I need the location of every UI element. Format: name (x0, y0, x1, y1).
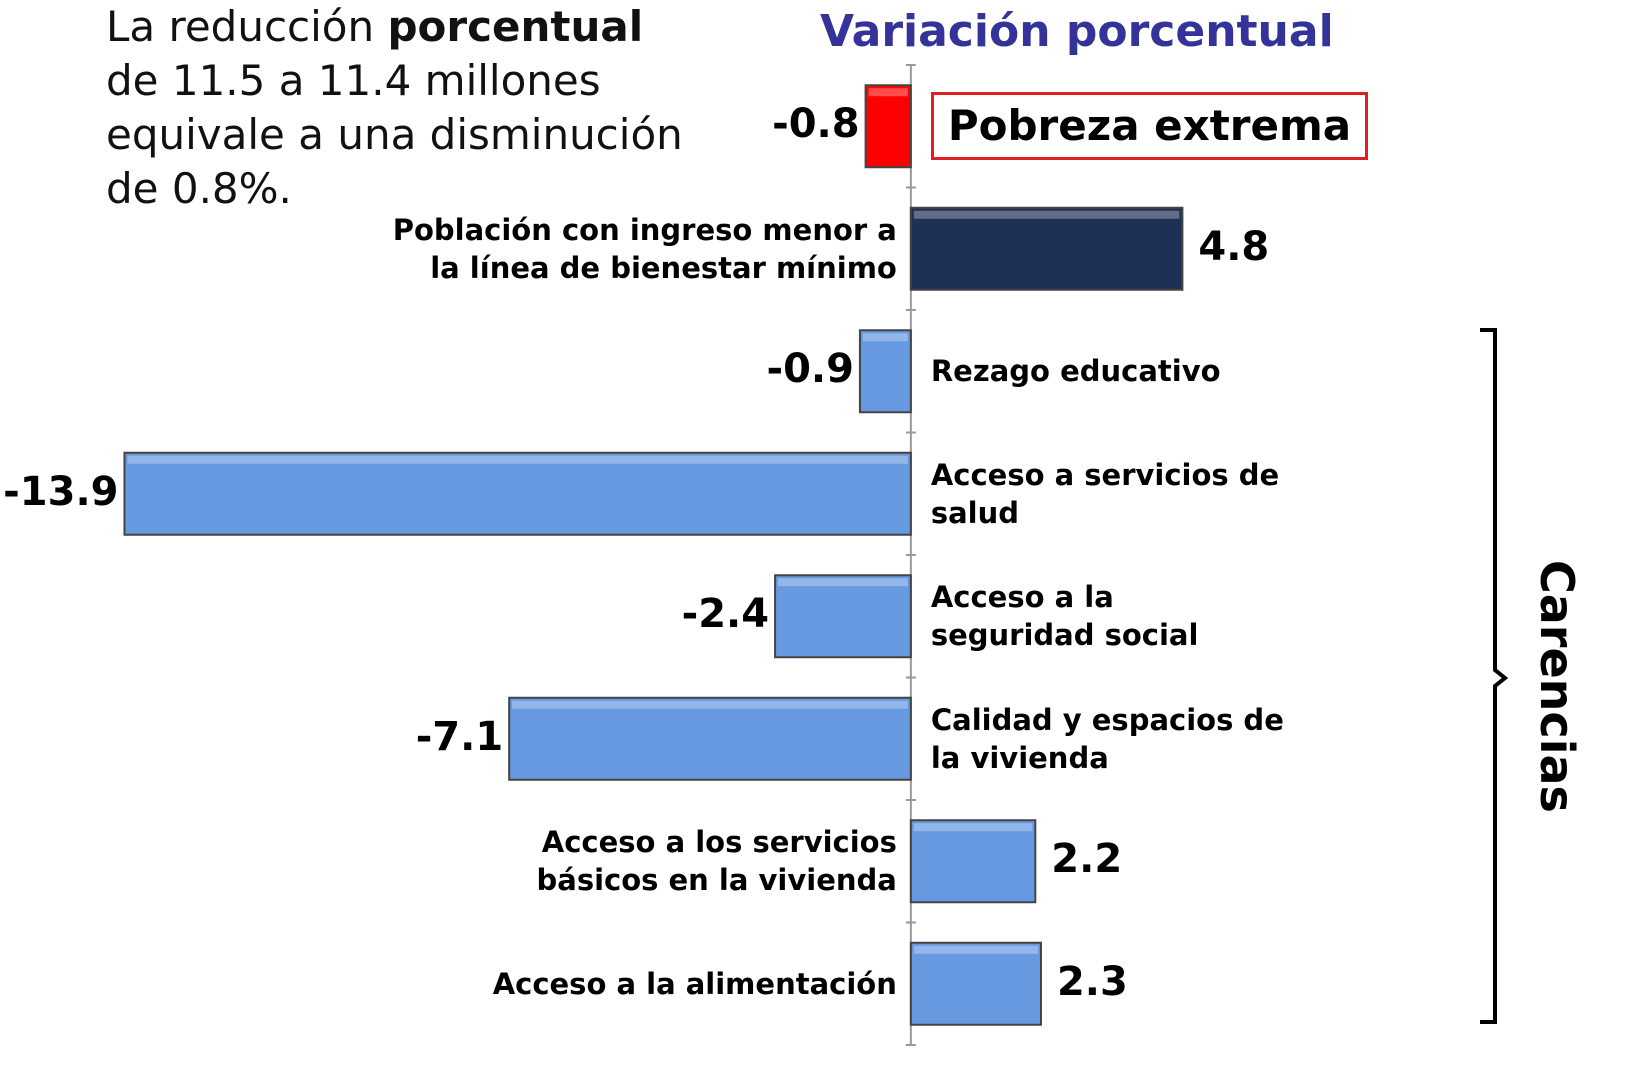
bar (123, 451, 912, 536)
annotation: La reducción porcentual de 11.5 a 11.4 m… (106, 0, 683, 216)
value-label: -0.9 (766, 346, 854, 393)
value-label: -7.1 (415, 713, 504, 760)
bar (864, 84, 912, 169)
category-label: Acceso a la alimentación (492, 966, 897, 1001)
value-label: 2.2 (1051, 836, 1123, 883)
bar-shine (913, 210, 1180, 219)
category-label: Acceso a la seguridad social (930, 580, 1199, 653)
bar (858, 329, 912, 414)
bar-shine (913, 823, 1033, 832)
category-label: Población con ingreso menor a la línea d… (392, 212, 897, 285)
bracket-label: Carencias (1530, 560, 1584, 813)
category-label: Calidad y espacios de la vivienda (930, 702, 1284, 775)
bar-shine (512, 700, 908, 709)
chart-title: Variación porcentual (820, 6, 1334, 57)
bar-shine (868, 88, 908, 97)
bar-shine (127, 455, 908, 464)
category-label: Pobreza extrema (930, 92, 1369, 161)
bar (508, 696, 912, 781)
category-label: Rezago educativo (930, 354, 1221, 389)
value-label: 2.3 (1056, 958, 1128, 1005)
annotation-text: de 11.5 a 11.4 millones equivale a una d… (106, 56, 683, 213)
bar (774, 574, 912, 659)
annotation-text: La reducción (106, 2, 388, 51)
bar (909, 206, 1184, 291)
bar (909, 941, 1042, 1026)
value-label: -0.8 (772, 101, 860, 148)
value-label: -13.9 (3, 468, 119, 515)
value-label: -2.4 (681, 591, 770, 638)
category-label: Acceso a los servicios básicos en la viv… (536, 825, 897, 898)
category-label: Acceso a servicios de salud (930, 457, 1280, 530)
value-label: 4.8 (1198, 223, 1270, 270)
bar-shine (862, 333, 908, 342)
bar-shine (913, 945, 1038, 954)
annotation-bold: porcentual (387, 2, 644, 51)
bar-shine (778, 578, 908, 587)
bar (909, 819, 1037, 904)
bracket (1480, 328, 1509, 1024)
